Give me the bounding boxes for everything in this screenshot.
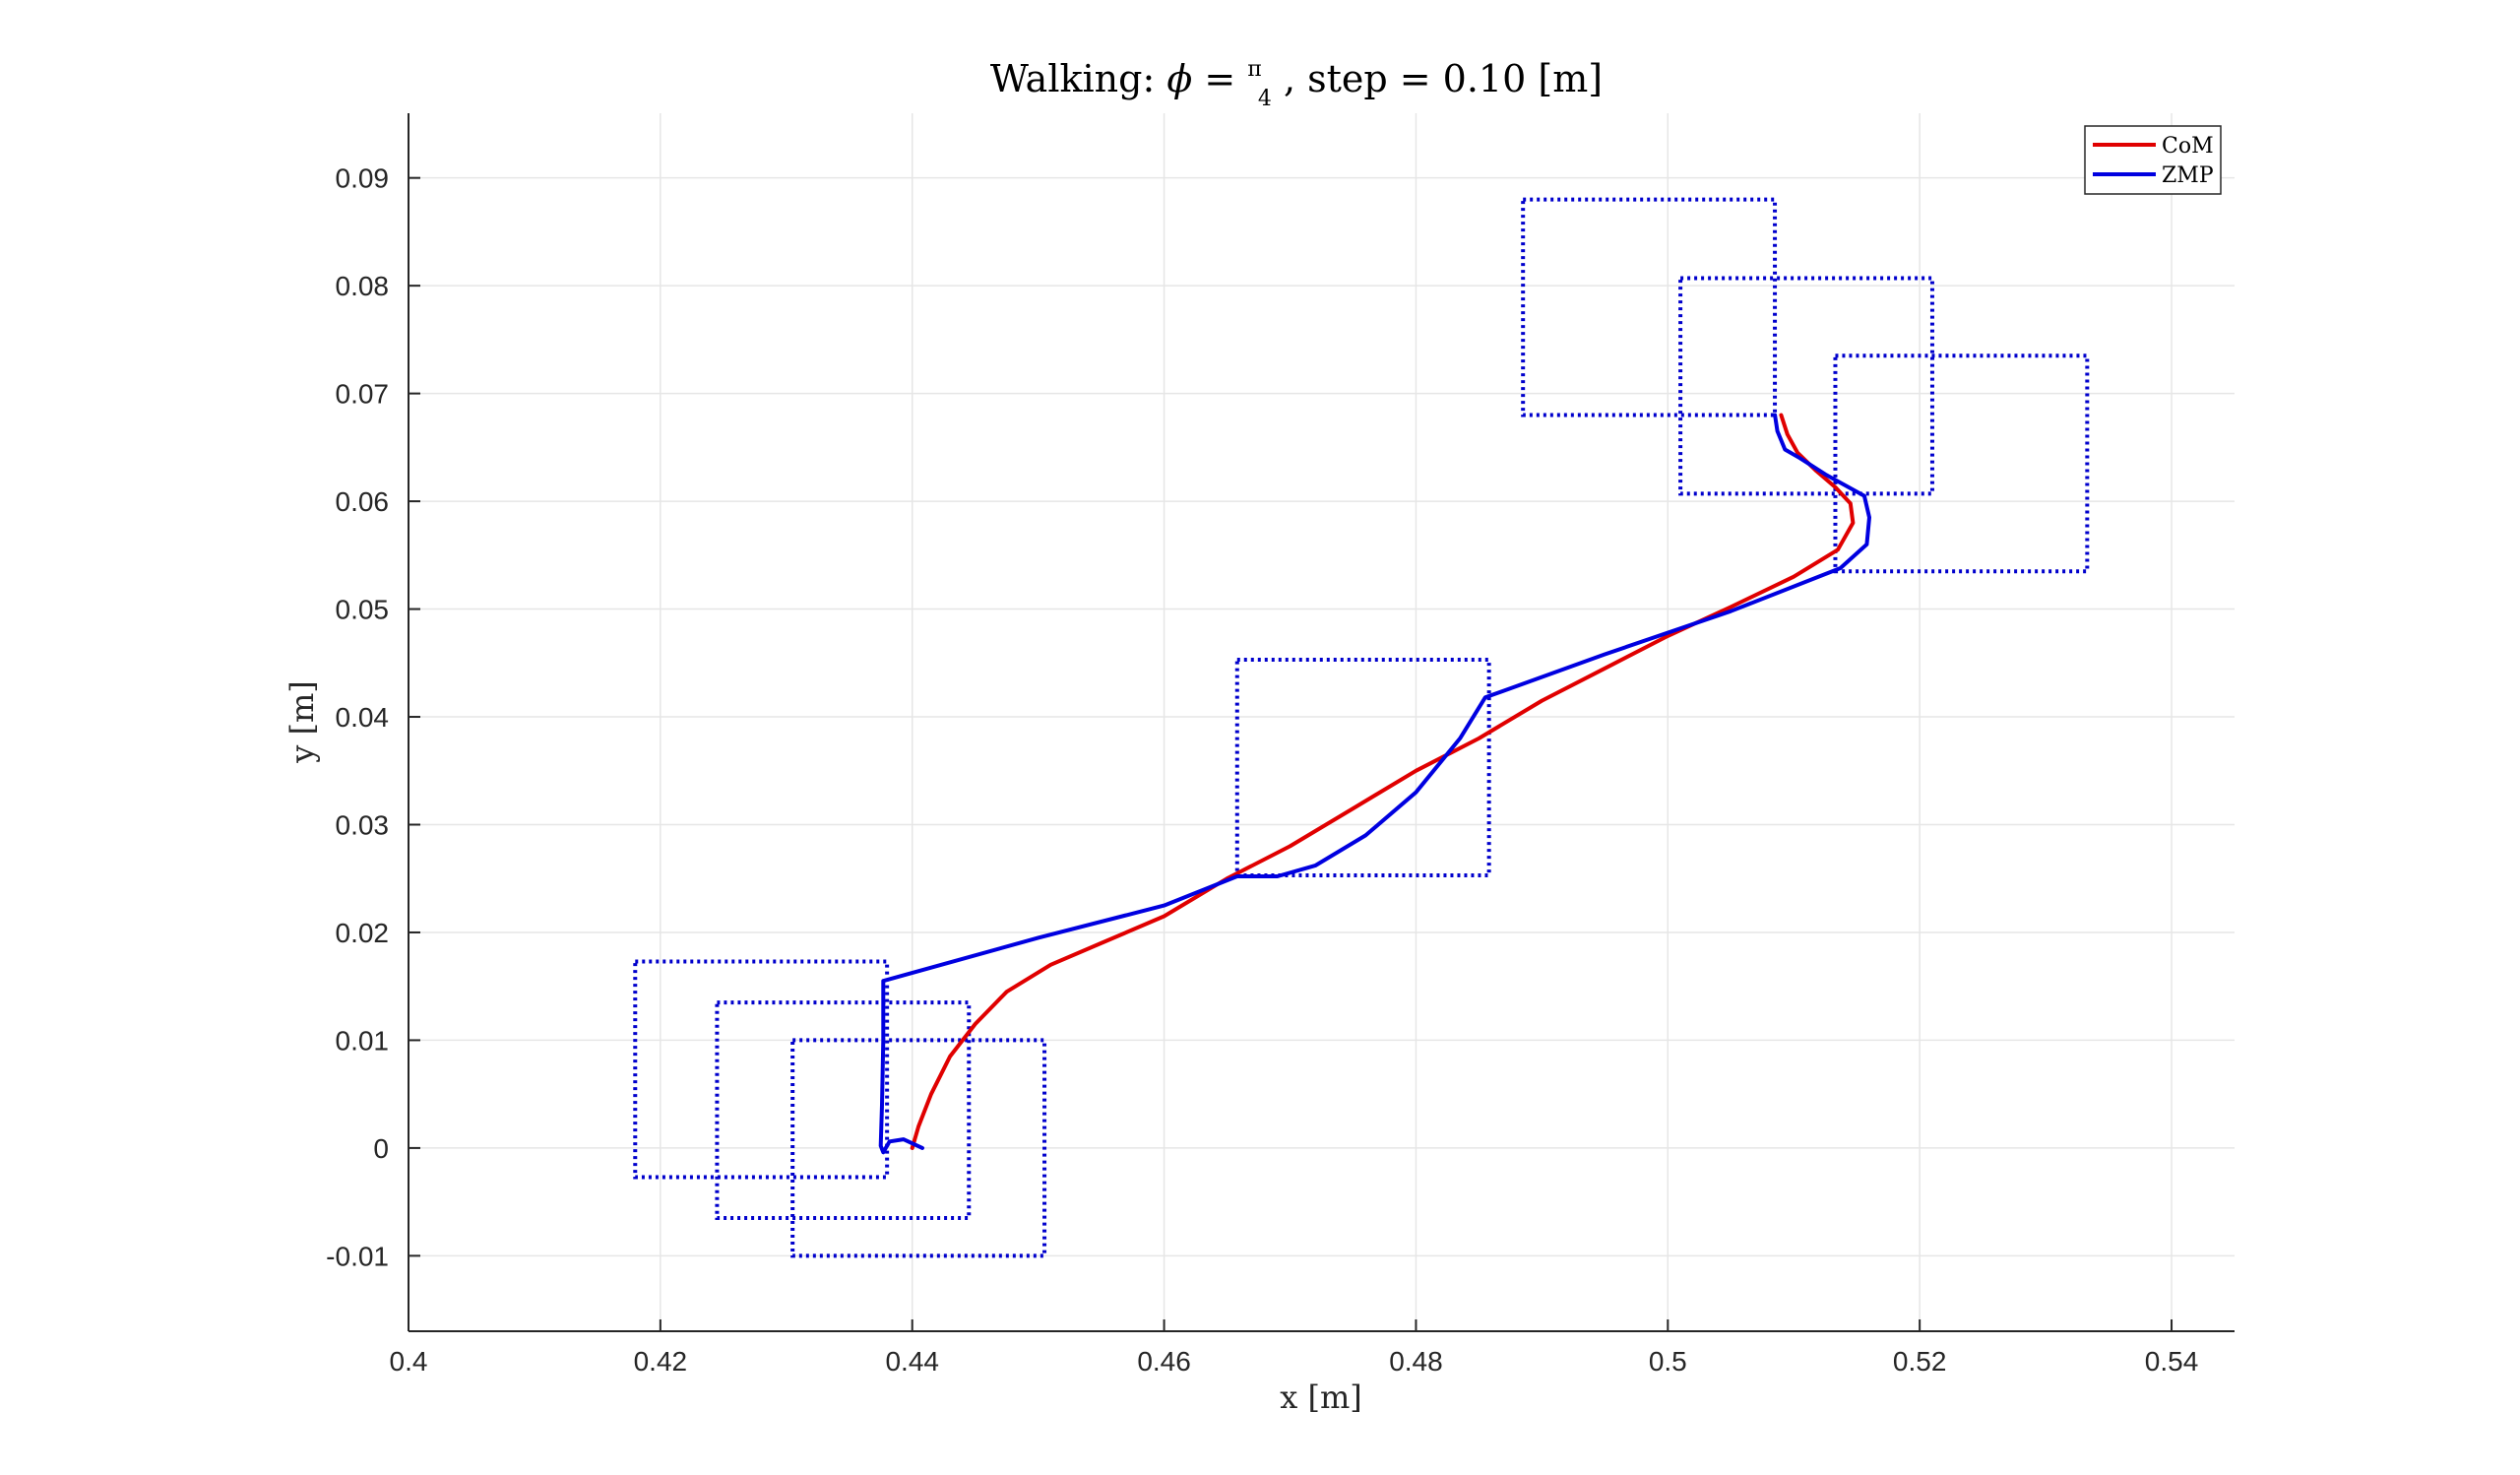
footprint-rect — [1234, 658, 1491, 877]
legend-box — [2084, 125, 2222, 195]
y-tick-label: 0.04 — [336, 702, 390, 733]
title-phi: ϕ — [1166, 57, 1192, 100]
footprint-rect — [633, 959, 890, 1180]
y-tick-label: -0.01 — [326, 1241, 389, 1271]
series-lines — [878, 413, 1871, 1155]
x-tick-label: 0.44 — [885, 1346, 939, 1377]
title-pi-den: 4 — [1258, 87, 1272, 111]
x-tick-label: 0.42 — [634, 1346, 688, 1377]
y-tick-label: 0.01 — [336, 1025, 390, 1056]
title-suffix: , step = 0.10 [m] — [1284, 57, 1603, 100]
grid-lines — [408, 113, 2235, 1331]
y-tick-label: 0.06 — [336, 486, 390, 517]
legend-label-zmp: ZMP — [2162, 163, 2214, 188]
series-line-zmp — [878, 413, 1871, 1155]
x-ticks: 0.4 0.42 0.44 0.46 0.48 0.5 0.52 0.54 — [390, 1319, 2199, 1377]
legend-label-com: CoM — [2162, 134, 2214, 159]
y-tick-label: 0.02 — [336, 918, 390, 948]
footprint-rect — [1833, 353, 2090, 574]
x-tick-label: 0.46 — [1137, 1346, 1191, 1377]
footprint-rect — [790, 1038, 1047, 1258]
y-tick-label: 0.05 — [336, 595, 390, 625]
footprint-rect — [715, 1000, 972, 1221]
title-prefix: Walking: — [990, 57, 1166, 100]
series-line-com — [910, 413, 1856, 1150]
y-tick-label: 0.03 — [336, 809, 390, 840]
y-ticks: -0.01 0 0.01 0.02 0.03 0.04 0.05 0.06 0.07 0.08 0.… — [326, 163, 420, 1271]
title-pi-num: π — [1247, 57, 1261, 82]
x-tick-label: 0.4 — [390, 1346, 428, 1377]
title-equals: = — [1204, 57, 1247, 100]
footprint-rectangles — [633, 197, 2090, 1258]
chart-title: Walking: ϕ = π 4 , step = 0.10 [m] — [990, 41, 1603, 114]
y-tick-label: 0.08 — [336, 271, 390, 301]
x-tick-label: 0.5 — [1649, 1346, 1687, 1377]
x-tick-label: 0.52 — [1893, 1346, 1947, 1377]
x-tick-label: 0.48 — [1389, 1346, 1443, 1377]
y-tick-label: 0.07 — [336, 379, 390, 410]
y-tick-label: 0.09 — [336, 163, 390, 194]
footprint-rect — [1521, 197, 1778, 417]
footprint-rect — [1678, 276, 1934, 496]
y-tick-label: 0 — [373, 1133, 389, 1164]
legend: CoM ZMP — [2084, 125, 2222, 195]
y-axis-label: y [m] — [284, 680, 321, 764]
x-axis-label: x [m] — [1280, 1379, 1362, 1416]
x-tick-label: 0.54 — [2145, 1346, 2199, 1377]
